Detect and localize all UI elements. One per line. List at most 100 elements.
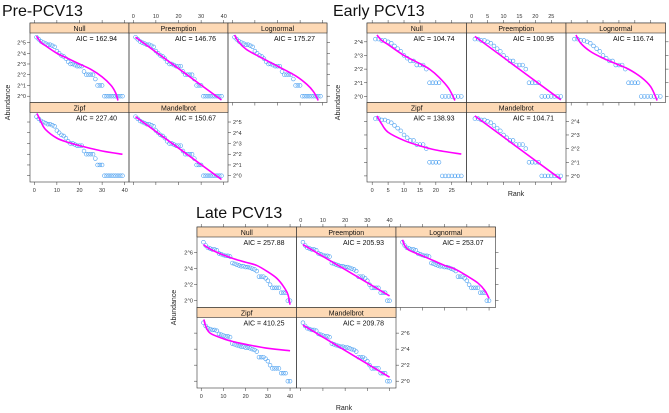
data-point: [245, 264, 251, 270]
data-point: [219, 332, 224, 337]
data-point: [81, 69, 87, 74]
data-point: [108, 94, 114, 99]
data-point: [265, 278, 271, 283]
data-point: [243, 42, 249, 47]
data-point: [373, 116, 378, 121]
data-point: [54, 128, 60, 133]
panel-mandelbrot: Mandelbrot AIC = 104.71 2^0 2^1 2^2 2^3 2^4: [466, 102, 580, 185]
x-axis-label: Rank: [336, 405, 353, 412]
fitted-curve-null: [376, 34, 456, 101]
panel-zipf: Zipf AIC = 227.40 0 10 20 30 40: [27, 102, 130, 194]
data-point: [171, 62, 177, 68]
fitted-curve-preemption: [474, 35, 562, 101]
data-point: [50, 123, 55, 128]
panel-frame: [128, 22, 229, 103]
panel-frame: [29, 102, 130, 183]
data-point: [385, 378, 390, 384]
x-tick-label: 0: [299, 218, 302, 224]
panel-strip-label: Preemption: [498, 26, 534, 33]
data-point: [430, 160, 435, 165]
data-point: [318, 94, 323, 99]
y-tick-label: 2^6: [184, 251, 193, 257]
y-tick-label: 2^1: [17, 83, 26, 89]
data-point: [347, 346, 352, 351]
data-point: [207, 173, 213, 178]
data-point: [491, 43, 497, 49]
data-point: [327, 334, 332, 340]
fitted-curve-lognormal: [401, 239, 490, 299]
data-point: [389, 120, 394, 125]
data-point: [539, 94, 544, 99]
x-tick-label: 20: [342, 218, 348, 224]
panel-mandelbrot: Mandelbrot AIC = 209.78 2^0 2^2 2^4 2^6: [296, 307, 410, 391]
fitted-curve-lognormal: [575, 34, 658, 101]
panel-strip-label: Lognormal: [599, 26, 633, 33]
fitted-curve-preemption: [135, 36, 222, 101]
fitted-curve-lognormal: [233, 34, 319, 101]
panel-lognormal: Lognormal AIC = 116.74: [565, 20, 669, 106]
aic-label: AIC = 100.95: [513, 36, 554, 43]
data-point: [225, 334, 231, 339]
x-tick-label: 20: [532, 14, 538, 20]
aic-label: AIC = 410.25: [243, 321, 284, 328]
data-point: [90, 72, 96, 77]
x-tick-label: 15: [417, 188, 423, 194]
y-tick-label: 2^0: [354, 94, 363, 100]
data-point: [72, 62, 78, 68]
y-axis-label: Abundance: [5, 85, 12, 121]
data-point: [120, 94, 125, 99]
panel-strip-label: Null: [411, 26, 424, 33]
x-tick-label: 25: [548, 14, 554, 20]
y-tick-label: 2^5: [233, 120, 242, 126]
data-point: [265, 358, 271, 364]
y-tick-label: 2^0: [233, 174, 242, 180]
data-point: [297, 83, 303, 88]
data-point: [542, 94, 548, 99]
data-point: [169, 61, 174, 67]
data-point: [178, 143, 183, 148]
data-point: [241, 41, 246, 46]
data-point: [475, 285, 481, 291]
data-point: [248, 43, 253, 48]
panel-strip-label: Preemption: [328, 230, 364, 237]
data-point: [275, 63, 280, 69]
data-point: [243, 345, 248, 350]
y-tick-label: 2^2: [184, 283, 193, 289]
panel-strip: [565, 22, 666, 34]
data-point: [59, 132, 64, 138]
data-point: [216, 331, 222, 337]
figure-pre-pcv13: Pre-PCV13 Abundance Null AIC = 162.94 2^0 2^1…: [2, 3, 330, 194]
data-point: [232, 261, 237, 267]
x-tick-label: 30: [364, 218, 370, 224]
data-point: [212, 327, 217, 333]
data-point: [477, 290, 483, 295]
y-tick-label: 2^6: [401, 331, 410, 337]
fitted-curve-zipf: [203, 319, 291, 352]
y-tick-label: 2^3: [354, 53, 363, 59]
data-point: [68, 61, 73, 67]
x-tick-label: 30: [99, 188, 105, 194]
x-tick-label: 30: [198, 14, 204, 20]
data-point: [433, 160, 439, 165]
data-point: [325, 334, 330, 339]
data-point: [223, 334, 228, 339]
data-point: [56, 130, 62, 135]
data-point: [484, 298, 490, 303]
data-point: [250, 346, 255, 352]
y-tick-label: 2^5: [17, 41, 26, 47]
data-point: [111, 94, 116, 99]
data-point: [108, 173, 114, 178]
panel-lognormal: Lognormal AIC = 175.27: [227, 20, 330, 106]
data-point: [93, 76, 98, 82]
data-point: [95, 162, 100, 168]
data-point: [99, 162, 105, 168]
data-point: [334, 342, 339, 348]
x-tick-label: 20: [175, 14, 181, 20]
data-point: [488, 40, 493, 46]
data-point: [106, 173, 112, 178]
data-point: [219, 173, 224, 178]
aic-label: AIC = 209.78: [343, 321, 384, 328]
data-point: [469, 285, 474, 291]
data-point: [498, 49, 503, 54]
